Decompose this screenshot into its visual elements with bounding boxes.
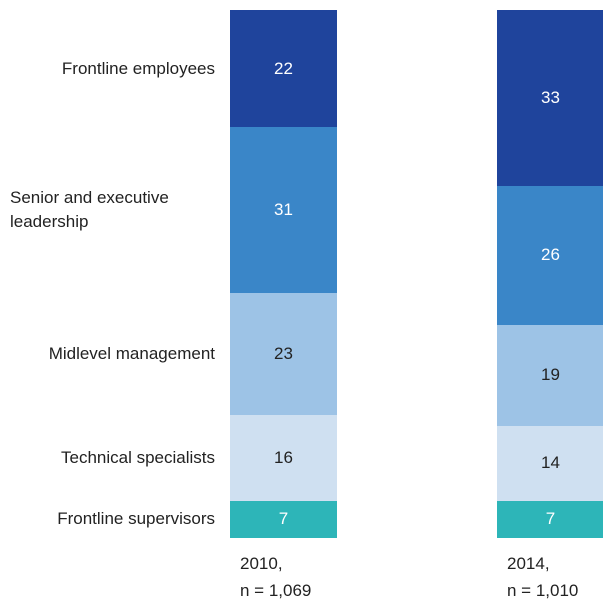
x-tick-label: 2010, n = 1,069	[240, 554, 312, 600]
value-label: 14	[541, 453, 560, 473]
legend-label: Frontline employees	[10, 57, 215, 81]
legend-text: Frontline supervisors	[57, 509, 215, 529]
bar-segment	[497, 324, 603, 426]
value-label: 22	[274, 58, 293, 78]
value-label: 23	[274, 344, 293, 363]
legend-text: Technical specialists	[60, 448, 215, 467]
value-label: 33	[541, 88, 560, 107]
bar-segment	[497, 426, 603, 501]
legend-label: Frontline supervisors	[10, 507, 215, 531]
bar-segment	[497, 186, 603, 325]
bar-segment	[230, 415, 337, 501]
bar-segment	[230, 292, 337, 416]
value-label: 31	[274, 200, 293, 219]
bar-segment	[230, 127, 337, 293]
value-label: 16	[274, 448, 293, 467]
value-label: 7	[545, 509, 556, 529]
legend-text: Midlevel management	[48, 344, 215, 363]
legend-label: Senior and executive leadership	[10, 186, 215, 234]
legend-label: Midlevel management	[10, 342, 215, 366]
legend-text: Frontline employees	[61, 58, 215, 78]
legend-text: Senior and executive leadership	[10, 188, 169, 231]
bar-segment	[497, 500, 603, 538]
value-label: 19	[541, 365, 560, 385]
bar-segment	[497, 10, 603, 186]
value-label: 26	[541, 245, 560, 265]
x-tick-label: 2014, n = 1,010	[507, 554, 579, 600]
bar-segment	[230, 10, 337, 128]
legend-label: Technical specialists	[10, 446, 215, 470]
bar-segment	[230, 500, 337, 538]
value-label: 7	[278, 509, 289, 529]
